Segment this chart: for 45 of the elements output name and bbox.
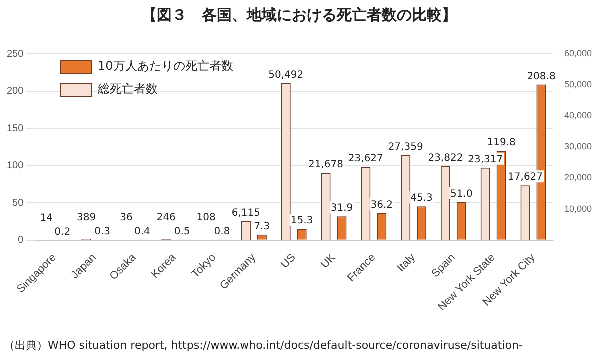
legend-label: 総死亡者数 [98,81,158,98]
chart-title: 【図３ 各国、地域における死亡者数の比較】 [141,5,458,26]
y2-tick-label: 20,000 [564,172,592,183]
data-label: 0.3 [94,226,110,238]
y2-tick-label: 30,000 [564,142,592,152]
text: （出典）WHO situation report, https://www.who.int/docs/default-source/coronaviruse/situation- [4,338,523,353]
data-label: 14 [40,212,54,224]
data-label: 7.3 [254,221,270,232]
data-label: 31.9 [330,203,354,214]
y-tick-label: 50 [12,198,24,209]
data-label: 23,317 [468,154,504,166]
y-tick-label: 200 [6,86,24,98]
data-label: 23,627 [348,154,384,165]
data-label: 45.3 [410,193,433,204]
y2-tick-label: 50,000 [564,80,592,90]
legend-label: 10万人あたりの死亡者数 [98,58,234,75]
data-label: 17,627 [508,172,544,184]
data-label: 6,115 [232,208,261,219]
data-label: 51.0 [450,188,473,200]
data-label: 23,822 [428,152,464,164]
data-label: 389 [77,212,96,224]
y-tick-label: 0 [18,235,24,246]
data-label: 0.4 [134,226,150,238]
data-label: 246 [156,212,176,224]
data-label: 21,678 [308,160,344,171]
data-label: 0.5 [174,226,190,238]
x-tick-label: Italy [395,251,418,275]
data-label: 15.3 [290,216,314,227]
data-label: 27,359 [388,142,424,153]
y2-tick-label: 60,000 [564,48,592,58]
data-label: 36.2 [370,200,394,211]
y-tick-label: 150 [6,123,24,134]
x-tick-label: US [279,252,298,272]
y2-tick-label: 10,000 [564,204,592,214]
y-tick-label: 250 [6,48,24,60]
x-tick-label: UK [318,251,339,272]
data-label: 208.8 [527,71,556,82]
y2-tick-label: 40,000 [564,110,592,121]
data-label: 0.8 [214,226,230,238]
data-label: 50,492 [268,70,304,82]
data-label: 108 [196,212,216,224]
y-tick-label: 100 [6,160,24,172]
data-label: 36 [120,212,133,224]
data-label: 119.8 [487,138,516,149]
data-label: 0.2 [54,226,71,238]
